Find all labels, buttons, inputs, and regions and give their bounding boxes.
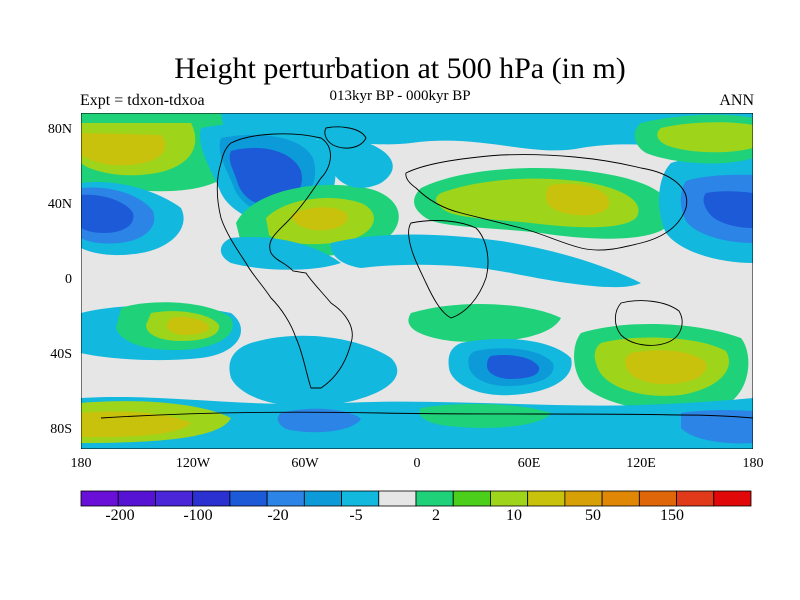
colorbar-box — [341, 490, 380, 507]
colorbar-box — [378, 490, 417, 507]
satl-blue — [229, 335, 398, 407]
colorbar-label: 50 — [585, 507, 601, 524]
plot-title: Height perturbation at 500 hPa (in m) — [174, 52, 626, 85]
colorbar-box — [713, 490, 752, 507]
map-panel — [81, 113, 753, 449]
australia-outline — [614, 300, 683, 346]
colorbar-box — [117, 490, 156, 507]
spac-ridge-core — [166, 317, 209, 335]
colorbar-box — [527, 490, 566, 507]
lat-tick-40n: 40N — [47, 197, 72, 212]
colorbar-box — [676, 490, 715, 507]
lat-tick-80n: 80N — [47, 122, 72, 137]
lon-tick-0: 0 — [413, 456, 421, 471]
lon-tick-60e: 60E — [517, 456, 541, 471]
colorbar-label: -20 — [267, 507, 289, 524]
npac-low-core — [81, 194, 134, 233]
africa-outline — [408, 220, 489, 319]
lon-tick-180e: 180 — [742, 456, 764, 471]
colorbar — [80, 490, 752, 507]
lat-tick-80s: 80S — [50, 422, 72, 437]
coastlines — [100, 126, 753, 419]
plot-subtitle: 013kyr BP - 000kyr BP — [329, 88, 471, 104]
lon-tick-60w: 60W — [291, 456, 319, 471]
subtropical-blue-band — [330, 234, 641, 288]
antarctica-outline — [100, 411, 753, 419]
colorbar-box — [415, 490, 454, 507]
lat-tick-0: 0 — [65, 272, 72, 287]
lon-tick-180w: 180 — [70, 456, 92, 471]
colorbar-box — [564, 490, 603, 507]
lon-tick-120w: 120W — [175, 456, 211, 471]
colorbar-box — [638, 490, 677, 507]
colorbar-box — [303, 490, 342, 507]
ant-blue-east — [681, 410, 753, 444]
colorbar-label: -100 — [183, 507, 213, 524]
antarctic-blue — [81, 396, 753, 449]
colorbar-label: 150 — [660, 507, 684, 524]
ant-green-mid — [419, 403, 551, 428]
colorbar-box — [80, 490, 119, 507]
s-indian-green — [408, 303, 561, 343]
colorbar-label: 10 — [506, 507, 522, 524]
nepac-ridge-core — [657, 122, 753, 153]
colorbar-box — [192, 490, 231, 507]
colorbar-box — [229, 490, 268, 507]
colorbar-box — [452, 490, 491, 507]
tropical-blue — [220, 237, 341, 270]
eurasia-ridge-core — [546, 183, 610, 216]
colorbar-label: -200 — [105, 507, 135, 524]
colorbar-box — [490, 490, 529, 507]
lat-tick-40s: 40S — [50, 347, 72, 362]
eurasia-outline — [405, 154, 688, 251]
aus-ridge-core — [625, 350, 707, 385]
s-indian-blue-core — [487, 355, 540, 379]
lon-tick-120e: 120E — [626, 456, 656, 471]
greenland-outline — [324, 126, 367, 149]
wpac-low-core — [703, 191, 753, 228]
season-label: ANN — [719, 92, 754, 109]
experiment-label: Expt = tdxon-tdxoa — [80, 92, 205, 109]
colorbar-label: -5 — [349, 507, 363, 524]
colorbar-label: 2 — [432, 507, 440, 524]
colorbar-box — [601, 490, 640, 507]
ant-blue-patch — [277, 408, 361, 433]
na-trough-core — [229, 147, 302, 206]
americas-outline — [216, 133, 353, 389]
colorbar-box — [155, 490, 194, 507]
atl-ridge-core — [291, 207, 348, 231]
colorbar-box — [266, 490, 305, 507]
nw-pacific-yellow — [81, 133, 166, 166]
